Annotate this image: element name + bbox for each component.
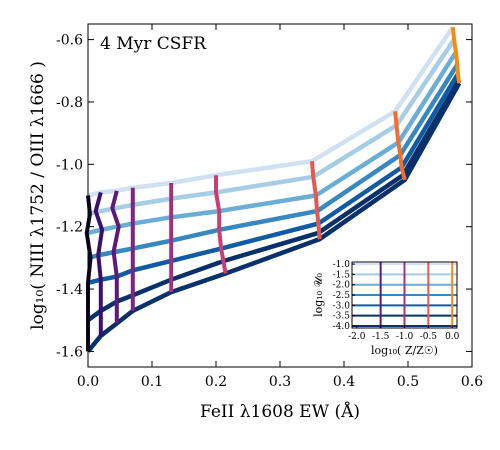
- inset-x-tick-label: 0.0: [445, 332, 460, 342]
- inset-y-tick-label: -2.5: [333, 291, 351, 301]
- metallicity-line: [214, 175, 228, 274]
- main-axis-ticks: 0.0 0.1 0.2 0.3 0.4 0.5 0.6 -0.6 -0.8 -1.0 -1.2 -1.…: [56, 24, 483, 390]
- main-plot: 0.0 0.1 0.2 0.3 0.4 0.5 0.6 -0.6 -0.8 -1.0 -1.2 -1.…: [28, 23, 483, 422]
- inset-x-tick-label: -1.5: [372, 332, 390, 342]
- inset-y-tick-label: -1.5: [333, 270, 351, 280]
- inset-x-axis-label: log₁₀( Z/Z☉): [371, 344, 438, 357]
- y-tick-label: -0.6: [56, 33, 83, 49]
- x-tick-label: 0.3: [269, 374, 291, 390]
- x-tick-label: 0.5: [397, 374, 419, 390]
- main-series-lines: [84, 25, 462, 353]
- x-axis-label: FeII λ1608 EW (Å): [200, 401, 360, 422]
- inset-axis-ticks: -2.0 -1.5 -1.0 -0.5 0.0-1.0-1.5-2.0-2.5-3.0-…: [333, 260, 460, 342]
- metallicity-line: [450, 26, 462, 84]
- x-tick-label: 0.6: [461, 374, 483, 390]
- metallicity-line: [110, 190, 121, 324]
- y-tick-label: -1.0: [56, 157, 83, 173]
- inset-y-tick-label: -4.0: [333, 322, 351, 332]
- x-tick-label: 0.0: [77, 374, 99, 390]
- y-tick-label: -0.8: [56, 95, 83, 111]
- ionization-parameter-line: [87, 50, 458, 236]
- inset-plot: -2.0 -1.5 -1.0 -0.5 0.0-1.0-1.5-2.0-2.5-3.0-…: [312, 260, 460, 357]
- inset-y-tick-label: -3.5: [333, 312, 351, 322]
- metallicity-line: [93, 191, 105, 336]
- inset-x-tick-label: -2.0: [348, 332, 366, 342]
- x-tick-label: 0.4: [333, 374, 355, 390]
- x-tick-label: 0.2: [205, 374, 227, 390]
- inset-x-tick-label: -0.5: [420, 332, 438, 342]
- inset-x-tick-label: -1.0: [396, 332, 414, 342]
- inset-y-tick-label: -1.0: [333, 260, 351, 270]
- y-tick-label: -1.6: [56, 344, 83, 360]
- metallicity-line: [84, 195, 93, 352]
- chart-annotation: 4 Myr CSFR: [100, 34, 207, 54]
- inset-y-tick-label: -3.0: [333, 301, 351, 311]
- metallicity-line: [393, 111, 407, 181]
- inset-y-tick-label: -2.0: [333, 281, 351, 291]
- inset-y-axis-label: log₁₀ 𝒰₀: [312, 273, 325, 317]
- x-tick-label: 0.1: [141, 374, 163, 390]
- y-axis-label: log₁₀( NIII λ1752 / OIII λ1666 ): [28, 61, 48, 330]
- metallicity-line: [310, 161, 322, 240]
- y-tick-label: -1.2: [56, 220, 83, 236]
- y-tick-label: -1.4: [56, 282, 83, 298]
